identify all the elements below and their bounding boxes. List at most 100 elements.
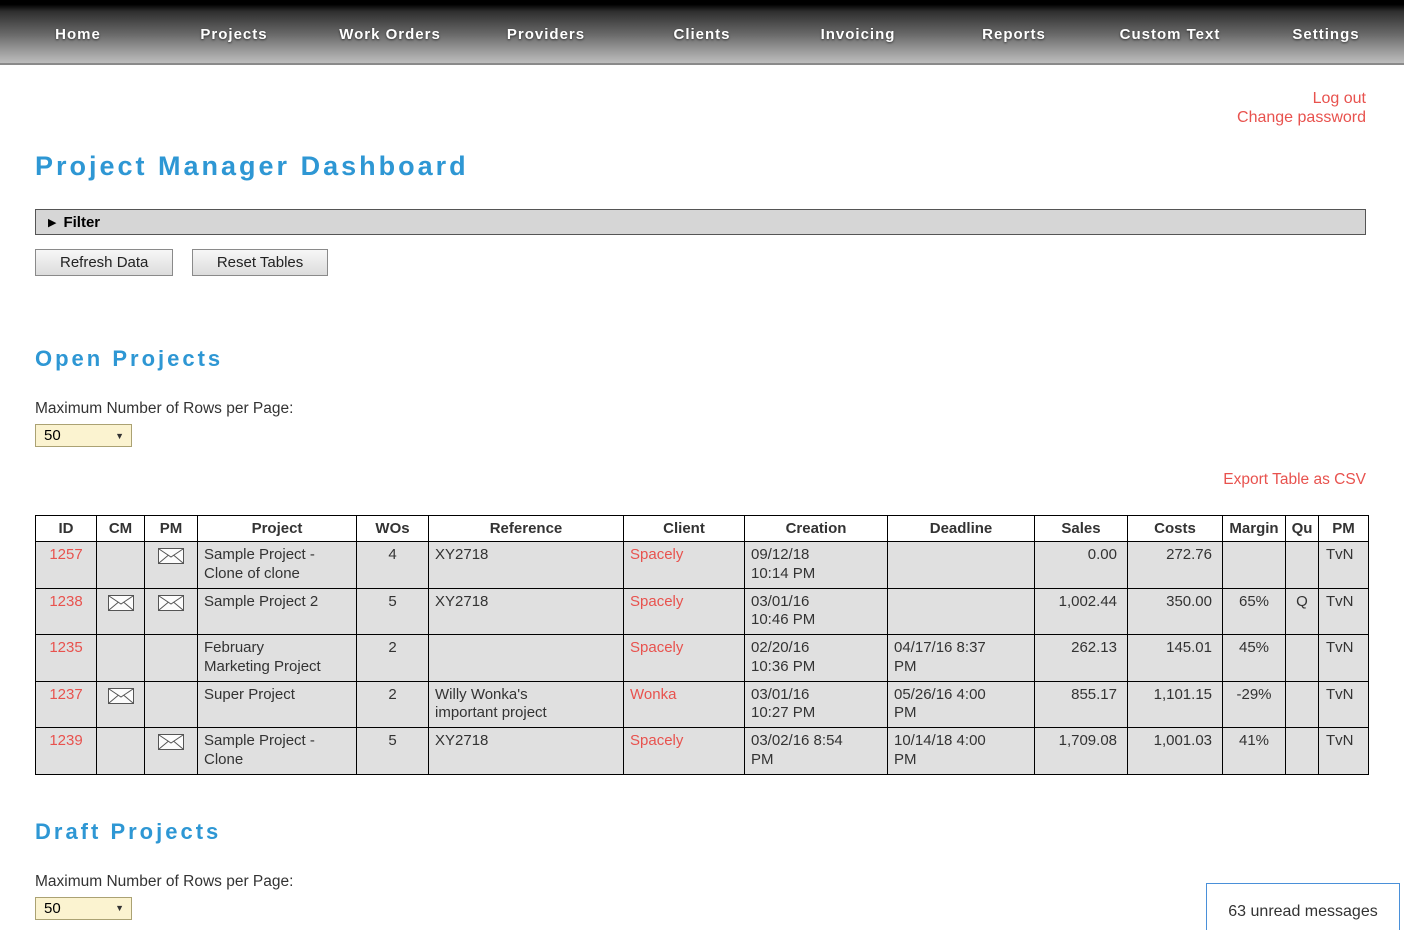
nav-item-projects[interactable]: Projects — [200, 26, 268, 43]
project-id-link[interactable]: 1238 — [49, 592, 83, 610]
project-id-link[interactable]: 1235 — [49, 639, 83, 656]
column-header-project-3[interactable]: Project — [197, 515, 357, 542]
filter-label: Filter — [63, 213, 101, 231]
costs-cell: 145.01 — [1127, 634, 1223, 682]
refresh-data-button[interactable]: Refresh Data — [35, 249, 174, 276]
cm-mail-cell — [96, 541, 145, 589]
rows-per-page-select[interactable]: 50 ▼ — [35, 424, 132, 447]
rows-per-page-label-draft: Maximum Number of Rows per Page: — [35, 872, 294, 890]
table-row: 1235 February Marketing Project 2 Spacely 02… — [35, 634, 1369, 682]
work-orders-cell: 2 — [356, 680, 429, 728]
nav-item-clients[interactable]: Clients — [673, 26, 731, 43]
project-id-link[interactable]: 1239 — [49, 732, 83, 749]
creation-cell: 09/12/18 10:14 PM — [744, 541, 888, 589]
work-orders-cell: 5 — [356, 727, 429, 775]
client-link[interactable]: Spacely — [630, 592, 684, 610]
page-title: Project Manager Dashboard — [35, 151, 469, 181]
column-header-pm-13[interactable]: PM — [1318, 515, 1369, 542]
margin-cell — [1222, 541, 1286, 589]
column-header-client-6[interactable]: Client — [623, 515, 745, 542]
client-link[interactable]: Spacely — [630, 546, 684, 563]
column-header-reference-5[interactable]: Reference — [428, 515, 624, 542]
sales-cell: 1,709.08 — [1034, 727, 1128, 775]
pm-mail-cell[interactable] — [144, 541, 198, 589]
client-link: Spacely — [623, 634, 745, 682]
nav-item-work-orders[interactable]: Work Orders — [339, 26, 441, 43]
logout-link[interactable]: Log out — [1312, 90, 1366, 107]
client-link[interactable]: Spacely — [630, 639, 684, 656]
filter-bar[interactable]: ▶ Filter — [35, 209, 1366, 235]
unread-messages-box[interactable]: 63 unread messages — [1206, 883, 1400, 930]
project-name-cell: Sample Project - Clone — [197, 727, 357, 775]
cm-mail-cell[interactable] — [96, 680, 145, 728]
nav-item-reports[interactable]: Reports — [982, 26, 1046, 43]
deadline-cell: 10/14/18 4:00 PM — [887, 727, 1035, 775]
project-id-link[interactable]: 1257 — [49, 546, 83, 563]
reset-tables-button[interactable]: Reset Tables — [191, 249, 329, 276]
quote-cell — [1285, 541, 1319, 589]
quote-cell: Q — [1285, 587, 1319, 635]
column-header-costs-10[interactable]: Costs — [1127, 515, 1223, 542]
creation-cell: 03/01/16 10:27 PM — [744, 680, 888, 728]
pm-mail-cell — [144, 680, 198, 728]
project-id-link: 1238 — [35, 587, 97, 635]
nav-item-settings[interactable]: Settings — [1292, 26, 1360, 43]
costs-cell: 350.00 — [1127, 587, 1223, 635]
rows-per-page-label: Maximum Number of Rows per Page: — [35, 400, 294, 417]
cm-mail-cell — [96, 634, 145, 682]
nav-item-custom-text[interactable]: Custom Text — [1119, 26, 1221, 43]
sales-cell: 855.17 — [1034, 680, 1128, 728]
nav-item-invoicing[interactable]: Invoicing — [820, 26, 896, 43]
nav-item-providers[interactable]: Providers — [506, 26, 586, 43]
creation-cell: 03/02/16 8:54 PM — [744, 727, 888, 775]
table-row: 1239 Sample Project - Clone 5 XY2718 Spacely… — [35, 727, 1369, 775]
column-header-qu-12[interactable]: Qu — [1285, 515, 1319, 542]
rows-per-page-select-draft[interactable]: 50 ▼ — [35, 896, 132, 920]
deadline-cell — [887, 587, 1035, 635]
pm-mail-cell[interactable] — [144, 587, 198, 635]
margin-cell: 45% — [1222, 634, 1286, 682]
chevron-down-icon: ▼ — [115, 903, 124, 913]
client-link: Spacely — [623, 727, 745, 775]
pm-mail-cell[interactable] — [144, 727, 198, 775]
export-csv-link[interactable]: Export Table as CSV — [1223, 471, 1366, 488]
margin-cell: 65% — [1222, 587, 1286, 635]
project-name-cell: February Marketing Project — [197, 634, 357, 682]
costs-cell: 1,101.15 — [1127, 680, 1223, 728]
envelope-icon — [158, 734, 184, 750]
column-header-deadline-8[interactable]: Deadline — [887, 515, 1035, 542]
envelope-icon — [158, 548, 184, 564]
column-header-creation-7[interactable]: Creation — [744, 515, 888, 542]
column-header-sales-9[interactable]: Sales — [1034, 515, 1128, 542]
project-id-link[interactable]: 1237 — [49, 685, 83, 703]
change-password-link[interactable]: Change password — [1237, 109, 1366, 126]
pm-initials-cell: TvN — [1318, 727, 1369, 775]
table-row: 1238 Sample Project 2 5 XY2718 Spacely 03/01/… — [35, 587, 1369, 635]
envelope-icon — [158, 594, 184, 611]
costs-cell: 1,001.03 — [1127, 727, 1223, 775]
deadline-cell — [887, 541, 1035, 589]
pm-mail-cell — [144, 634, 198, 682]
column-header-margin-11[interactable]: Margin — [1222, 515, 1286, 542]
work-orders-cell: 4 — [356, 541, 429, 589]
project-name-cell: Sample Project - Clone of clone — [197, 541, 357, 589]
pm-initials-cell: TvN — [1318, 634, 1369, 682]
nav-item-home[interactable]: Home — [55, 26, 101, 43]
envelope-icon — [107, 687, 134, 704]
cm-mail-cell[interactable] — [96, 587, 145, 635]
client-link: Spacely — [623, 587, 745, 635]
client-link[interactable]: Wonka — [630, 685, 677, 703]
open-projects-header-row: ID CM PM Project WOs Reference Client Creation D… — [35, 515, 1369, 542]
column-header-cm-1[interactable]: CM — [96, 515, 145, 542]
triangle-right-icon: ▶ — [48, 216, 57, 229]
quote-cell — [1285, 680, 1319, 728]
envelope-icon — [107, 594, 134, 611]
reference-cell: XY2718 — [428, 727, 624, 775]
column-header-id-0[interactable]: ID — [35, 515, 97, 542]
project-name-cell: Super Project — [197, 680, 357, 728]
column-header-pm-2[interactable]: PM — [144, 515, 198, 542]
client-link: Spacely — [623, 541, 745, 589]
margin-cell: 41% — [1222, 727, 1286, 775]
client-link[interactable]: Spacely — [630, 732, 684, 749]
column-header-wos-4[interactable]: WOs — [356, 515, 429, 542]
